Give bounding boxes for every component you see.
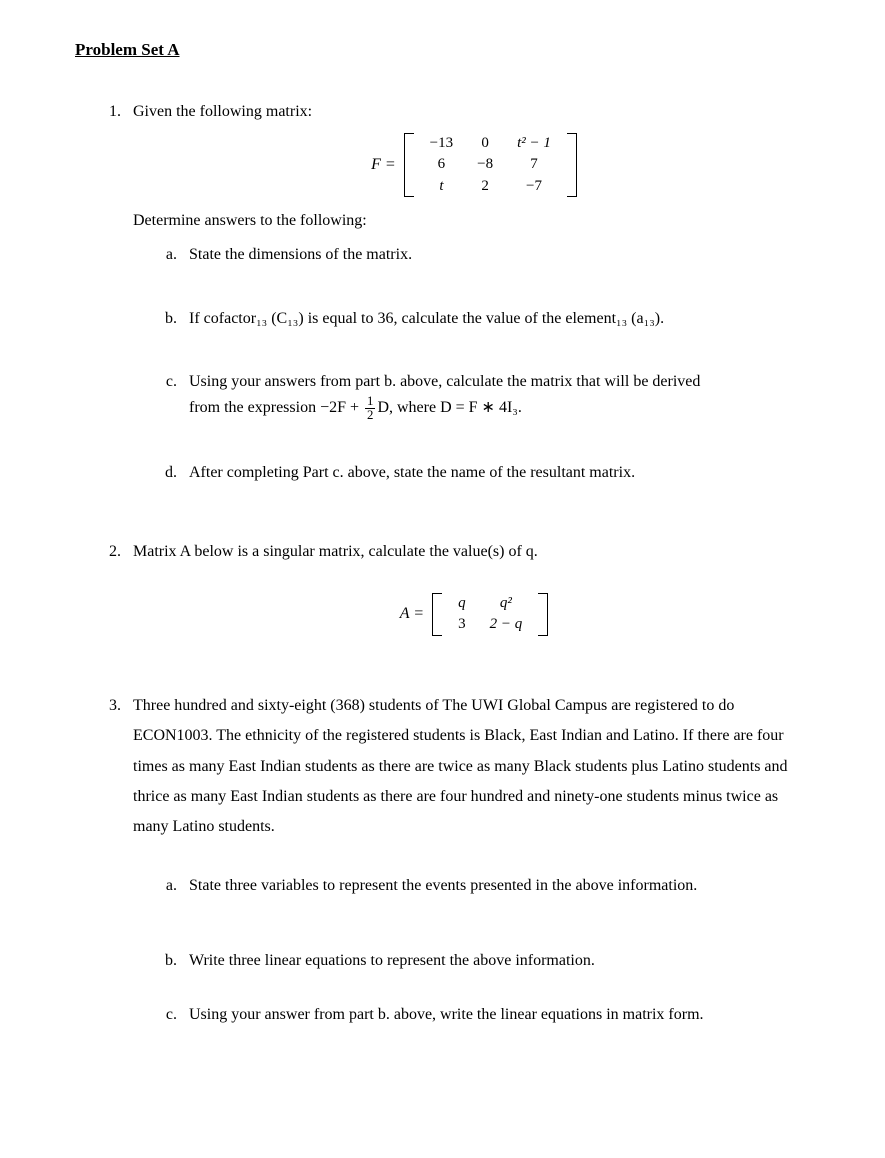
question-3: Three hundred and sixty-eight (368) stud…: [125, 691, 815, 1028]
q1-matrix-label: F =: [371, 153, 396, 178]
q1-intro: Given the following matrix:: [133, 100, 815, 125]
q3-body: Three hundred and sixty-eight (368) stud…: [133, 691, 815, 843]
page-title: Problem Set A: [75, 40, 815, 60]
main-list: Given the following matrix: F = −13 0 t²…: [75, 100, 815, 1028]
m-cell: 2: [465, 176, 505, 198]
fraction-half: 12: [365, 395, 375, 422]
q2-matrix-grid: q q² 3 2 − q: [446, 593, 534, 636]
bracket-right: [567, 133, 577, 198]
q1-matrix-grid: −13 0 t² − 1 6 −8 7 t 2 −7: [418, 133, 563, 198]
q1c-line2-pre: from the expression −2F +: [189, 399, 363, 416]
m-cell: 6: [418, 154, 465, 176]
page: Problem Set A Given the following matrix…: [0, 0, 885, 1143]
q3c: Using your answer from part b. above, wr…: [181, 1002, 815, 1028]
q1-sublist: State the dimensions of the matrix. If c…: [133, 242, 815, 485]
question-1: Given the following matrix: F = −13 0 t²…: [125, 100, 815, 485]
q3a: State three variables to represent the e…: [181, 873, 815, 899]
m-cell: 7: [505, 154, 563, 176]
m-cell: t: [418, 176, 465, 198]
m-cell: 2 − q: [478, 614, 535, 636]
m-cell: 0: [465, 133, 505, 155]
bracket-left: [404, 133, 414, 198]
q2-matrix-block: A = q q² 3 2 − q: [133, 593, 815, 636]
m-cell: −13: [418, 133, 465, 155]
q1-follow: Determine answers to the following:: [133, 209, 815, 234]
q1a: State the dimensions of the matrix.: [181, 242, 815, 268]
q1c-line1: Using your answers from part b. above, c…: [189, 373, 700, 390]
bracket-right: [538, 593, 548, 636]
q1-matrix-block: F = −13 0 t² − 1 6 −8 7: [133, 133, 815, 198]
q3b: Write three linear equations to represen…: [181, 948, 815, 974]
q2-intro: Matrix A below is a singular matrix, cal…: [133, 540, 815, 565]
m-cell: q²: [478, 593, 535, 615]
m-cell: t² − 1: [505, 133, 563, 155]
m-cell: −8: [465, 154, 505, 176]
q1c: Using your answers from part b. above, c…: [181, 369, 815, 421]
question-2: Matrix A below is a singular matrix, cal…: [125, 540, 815, 636]
q2-matrix-label: A =: [400, 602, 424, 627]
m-cell: −7: [505, 176, 563, 198]
bracket-left: [432, 593, 442, 636]
q1b: If cofactor₁₃ (C₁₃) is equal to 36, calc…: [181, 306, 815, 332]
q1c-line2-post: D, where D = F ∗ 4I₃.: [377, 399, 521, 416]
q3-sublist: State three variables to represent the e…: [133, 873, 815, 1028]
q1d: After completing Part c. above, state th…: [181, 460, 815, 486]
m-cell: 3: [446, 614, 478, 636]
m-cell: q: [446, 593, 478, 615]
